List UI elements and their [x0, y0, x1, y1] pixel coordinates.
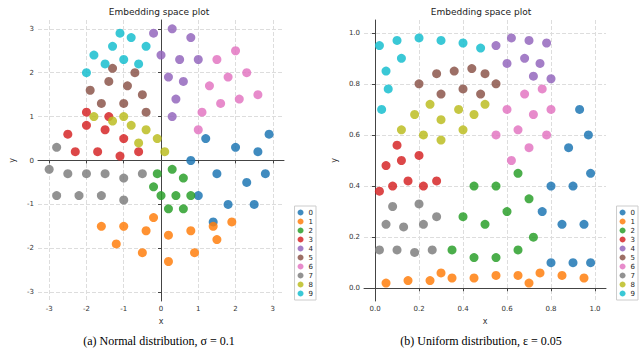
svg-text:-3: -3	[27, 288, 34, 296]
svg-text:0.8: 0.8	[349, 80, 360, 88]
svg-text:0.2: 0.2	[413, 305, 424, 313]
svg-text:3: 3	[271, 305, 275, 313]
html-text:(b) Uniform distribution, ε =: (b) Uniform distribution, ε = 0.05	[400, 334, 562, 348]
svg-text:Embedding space plot: Embedding space plot	[431, 7, 532, 17]
svg-text:8: 8	[631, 281, 635, 289]
svg-text:1: 1	[30, 113, 34, 121]
svg-text:1.0: 1.0	[349, 29, 360, 37]
svg-text:6: 6	[631, 263, 636, 271]
svg-text:0.6: 0.6	[501, 305, 513, 313]
svg-text:5: 5	[309, 254, 313, 262]
svg-text:x: x	[483, 317, 488, 326]
svg-text:-2: -2	[83, 305, 90, 313]
svg-text:7: 7	[631, 272, 635, 280]
svg-text:2: 2	[30, 69, 34, 77]
svg-text:3: 3	[30, 25, 34, 33]
svg-text:y: y	[330, 158, 339, 163]
svg-text:-2: -2	[27, 244, 34, 252]
html-text:(a) Normal distribution, σ = 0: (a) Normal distribution, σ = 0.1	[83, 334, 235, 348]
svg-text:x: x	[159, 317, 164, 326]
svg-text:0: 0	[309, 209, 313, 217]
svg-text:2: 2	[233, 305, 237, 313]
svg-text:2: 2	[631, 227, 635, 235]
svg-text:3: 3	[309, 236, 313, 244]
svg-text:1.0: 1.0	[589, 305, 600, 313]
svg-text:0: 0	[159, 305, 163, 313]
svg-text:9: 9	[631, 290, 635, 298]
svg-text:Embedding space plot: Embedding space plot	[109, 7, 210, 17]
svg-text:0.0: 0.0	[349, 284, 360, 292]
svg-text:0.0: 0.0	[369, 305, 380, 313]
svg-text:2: 2	[309, 227, 313, 235]
svg-text:1: 1	[196, 305, 200, 313]
svg-text:9: 9	[309, 290, 313, 298]
svg-text:-1: -1	[120, 305, 127, 313]
svg-text:4: 4	[309, 245, 314, 253]
svg-text:8: 8	[309, 281, 313, 289]
svg-text:0.8: 0.8	[545, 305, 556, 313]
svg-text:1: 1	[309, 218, 313, 226]
svg-text:0: 0	[30, 157, 34, 165]
svg-text:3: 3	[631, 236, 635, 244]
svg-text:-3: -3	[46, 305, 53, 313]
svg-text:5: 5	[631, 254, 635, 262]
svg-text:y: y	[8, 158, 17, 163]
svg-text:0.4: 0.4	[349, 182, 361, 190]
svg-text:1: 1	[631, 218, 635, 226]
svg-text:0.4: 0.4	[457, 305, 469, 313]
svg-text:7: 7	[309, 272, 313, 280]
svg-text:0: 0	[631, 209, 635, 217]
svg-text:0.2: 0.2	[349, 233, 360, 241]
svg-text:0.6: 0.6	[349, 131, 361, 139]
svg-text:-1: -1	[27, 200, 34, 208]
svg-text:4: 4	[631, 245, 636, 253]
svg-text:6: 6	[309, 263, 314, 271]
